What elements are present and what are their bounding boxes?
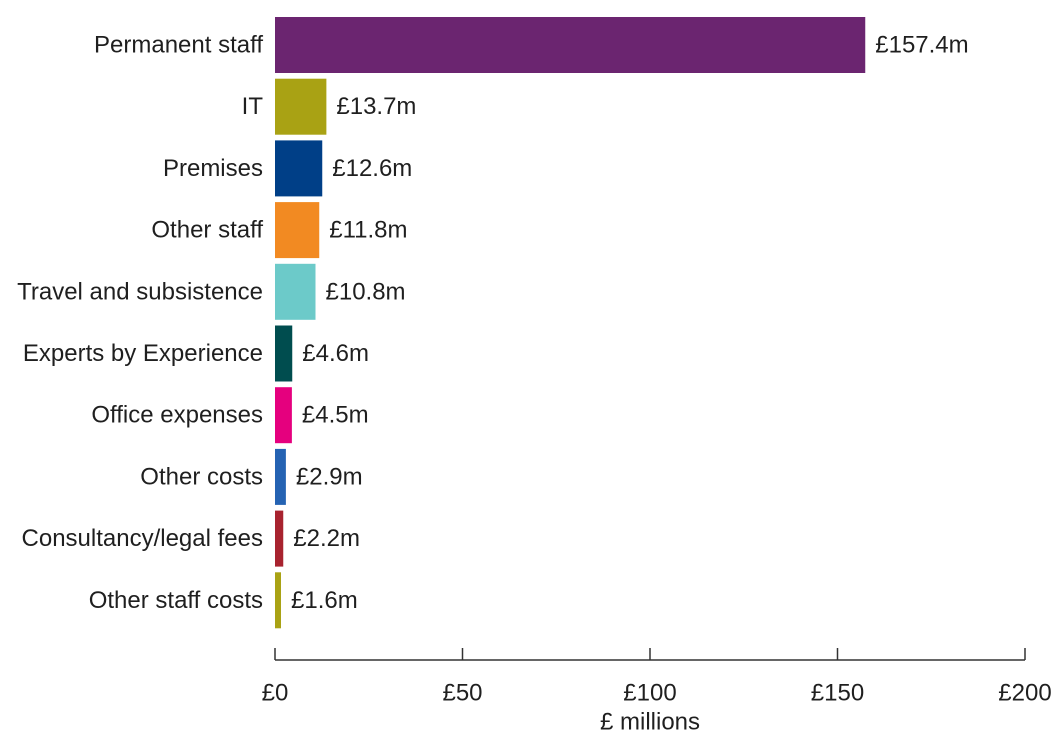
bar-office-expenses <box>275 387 292 444</box>
value-label: £12.6m <box>332 155 412 182</box>
category-label: Permanent staff <box>94 32 263 59</box>
category-label: Travel and subsistence <box>17 278 263 305</box>
bar-other-costs <box>275 448 286 505</box>
value-label: £4.6m <box>302 340 369 367</box>
x-axis: £0 £50 £100 £150 £200 £ millions <box>262 648 1052 735</box>
bar-travel-and-subsistence <box>275 263 316 320</box>
category-label: Other costs <box>140 463 263 490</box>
x-axis-title: £ millions <box>600 709 700 735</box>
category-label: Experts by Experience <box>23 340 263 367</box>
category-label: Office expenses <box>91 402 263 429</box>
bar-it <box>275 78 327 135</box>
bar-other-staff <box>275 202 320 259</box>
value-label: £4.5m <box>302 402 369 429</box>
category-label: Premises <box>163 155 263 182</box>
value-label: £13.7m <box>336 93 416 120</box>
value-label: £2.9m <box>296 463 363 490</box>
x-tick-label: £200 <box>998 680 1051 707</box>
bar-premises <box>275 140 323 197</box>
x-tick-label: £100 <box>623 680 676 707</box>
category-label: Other staff costs <box>89 587 263 614</box>
x-tick-label: £50 <box>442 680 482 707</box>
labels-layer: Permanent staff £157.4m IT £13.7m Premises £1… <box>17 32 969 614</box>
bar-consultancy-legal-fees <box>275 510 284 567</box>
value-label: £1.6m <box>291 587 358 614</box>
bar-experts-by-experience <box>275 325 293 382</box>
value-label: £157.4m <box>875 32 968 59</box>
x-tick-label: £150 <box>811 680 864 707</box>
bar-permanent-staff <box>275 17 866 73</box>
value-label: £10.8m <box>326 278 406 305</box>
x-tick-label: £0 <box>262 680 289 707</box>
value-label: £2.2m <box>293 525 360 552</box>
bar-other-staff-costs <box>275 572 281 629</box>
bars-layer <box>275 17 866 629</box>
category-label: IT <box>242 93 264 120</box>
category-label: Other staff <box>151 217 263 244</box>
value-label: £11.8m <box>329 217 407 244</box>
category-label: Consultancy/legal fees <box>22 525 263 552</box>
